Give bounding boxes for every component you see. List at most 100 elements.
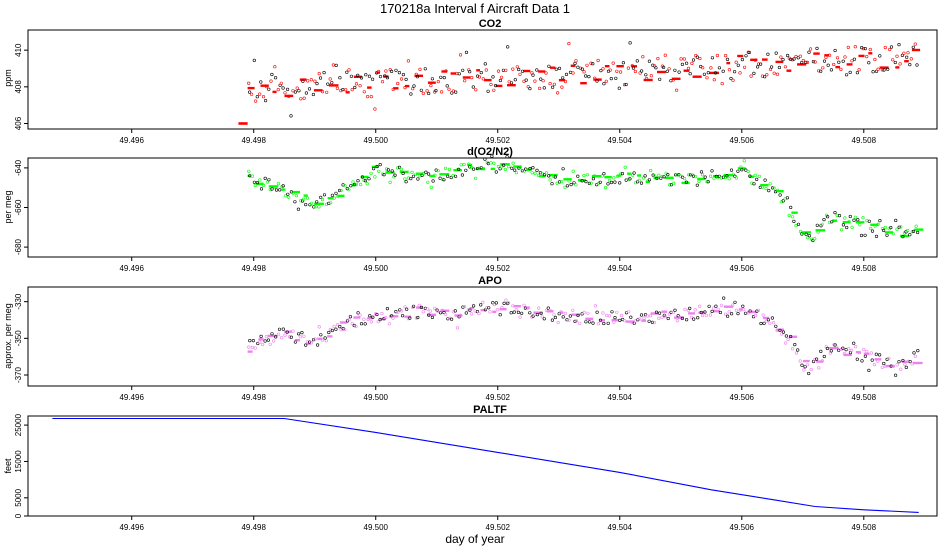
o2n2-data-point <box>734 176 739 180</box>
apo-data-point <box>619 313 624 318</box>
o2n2-data-point <box>460 173 465 177</box>
apo-data-point <box>557 312 561 316</box>
o2n2-data-point <box>489 161 493 165</box>
apo-data-point <box>849 348 854 353</box>
apo-data-point <box>582 310 586 315</box>
co2-data-point <box>591 62 595 66</box>
o2n2-data-point <box>869 226 873 231</box>
o2n2-data-point <box>382 173 386 177</box>
apo-data-point <box>498 313 502 317</box>
apo-data-point <box>912 351 916 355</box>
co2-data-point <box>694 53 698 58</box>
co2-data-point <box>680 62 685 67</box>
paltf-y-tick-label: 5000 <box>14 488 23 506</box>
co2-data-point <box>261 95 266 99</box>
co2-data-point <box>647 59 652 63</box>
apo-data-point <box>793 343 797 347</box>
apo-data-point <box>724 312 728 316</box>
co2-data-point <box>331 63 336 67</box>
co2-data-point <box>596 58 600 63</box>
o2n2-data-point <box>639 181 644 185</box>
apo-data-point <box>259 334 263 339</box>
co2-data-point <box>396 81 400 86</box>
o2n2-data-point <box>740 168 744 172</box>
co2-data-point <box>853 45 857 49</box>
co2-data-point <box>731 78 735 82</box>
o2n2-data-point <box>693 175 698 179</box>
apo-data-point <box>469 312 474 316</box>
co2-data-point <box>283 91 287 95</box>
apo-data-point <box>710 309 714 314</box>
o2n2-data-point <box>498 167 502 171</box>
apo-data-point <box>741 304 745 308</box>
co2-data-point <box>777 65 782 70</box>
o2n2-data-point <box>914 224 918 228</box>
o2n2-data-point <box>675 173 679 177</box>
o2n2-data-point <box>507 165 511 169</box>
o2n2-data-point <box>518 166 522 170</box>
o2n2-data-point <box>760 185 765 189</box>
apo-data-point <box>800 363 804 367</box>
o2n2-data-point <box>915 230 920 235</box>
co2-data-point <box>461 68 465 72</box>
co2-data-point <box>667 67 671 71</box>
co2-data-point <box>366 94 370 99</box>
co2-data-point <box>552 82 557 86</box>
co2-data-point <box>491 75 495 79</box>
o2n2-data-point <box>841 223 846 227</box>
apo-data-point <box>788 334 793 339</box>
co2-data-point <box>444 69 448 73</box>
paltf-x-tick-label: 49.498 <box>241 523 266 532</box>
apo-data-point <box>790 347 795 351</box>
o2n2-data-point <box>736 169 740 173</box>
apo-data-point <box>450 317 454 321</box>
o2n2-data-point <box>390 169 394 173</box>
o2n2-data-point <box>816 230 820 234</box>
apo-data-point <box>368 314 372 318</box>
co2-data-point <box>713 71 718 75</box>
o2n2-data-point <box>302 197 306 201</box>
o2n2-data-point <box>748 174 752 178</box>
o2n2-data-point <box>329 201 333 205</box>
co2-data-point <box>492 88 496 92</box>
co2-data-point <box>755 65 760 69</box>
co2-data-point <box>641 55 645 59</box>
apo-data-point <box>466 308 470 312</box>
apo-data-point <box>300 331 304 335</box>
apo-data-point <box>675 319 680 323</box>
apo-data-point <box>762 321 766 325</box>
co2-data-point <box>656 56 660 61</box>
apo-data-point <box>852 341 856 345</box>
co2-data-point <box>358 84 362 88</box>
o2n2-data-point <box>490 154 494 158</box>
o2n2-data-point <box>252 180 256 184</box>
co2-data-point <box>341 87 345 92</box>
o2n2-data-point <box>612 176 616 180</box>
o2n2-data-point <box>530 171 534 175</box>
co2-data-point <box>617 86 621 90</box>
co2-data-point <box>835 56 840 60</box>
apo-data-point <box>343 328 347 332</box>
o2n2-data-point <box>684 180 689 184</box>
o2n2-data-point <box>427 172 431 176</box>
co2-data-point <box>705 76 709 80</box>
apo-data-point <box>803 365 807 369</box>
apo-data-point <box>714 304 718 308</box>
apo-data-point <box>627 310 631 314</box>
o2n2-data-point <box>600 174 605 178</box>
apo-data-point <box>504 298 508 302</box>
apo-data-point <box>645 314 650 318</box>
o2n2-data-point <box>540 172 545 176</box>
apo-data-point <box>369 320 374 324</box>
co2-data-point <box>471 85 475 89</box>
o2n2-data-point <box>468 165 472 169</box>
o2n2-data-point <box>831 219 836 223</box>
co2-data-point <box>631 66 636 70</box>
o2n2-data-point <box>620 172 625 176</box>
co2-data-point <box>248 90 252 94</box>
o2n2-data-point <box>603 186 608 190</box>
o2n2-data-point <box>906 228 910 233</box>
o2n2-data-point <box>899 225 903 229</box>
apo-data-point <box>396 310 400 315</box>
